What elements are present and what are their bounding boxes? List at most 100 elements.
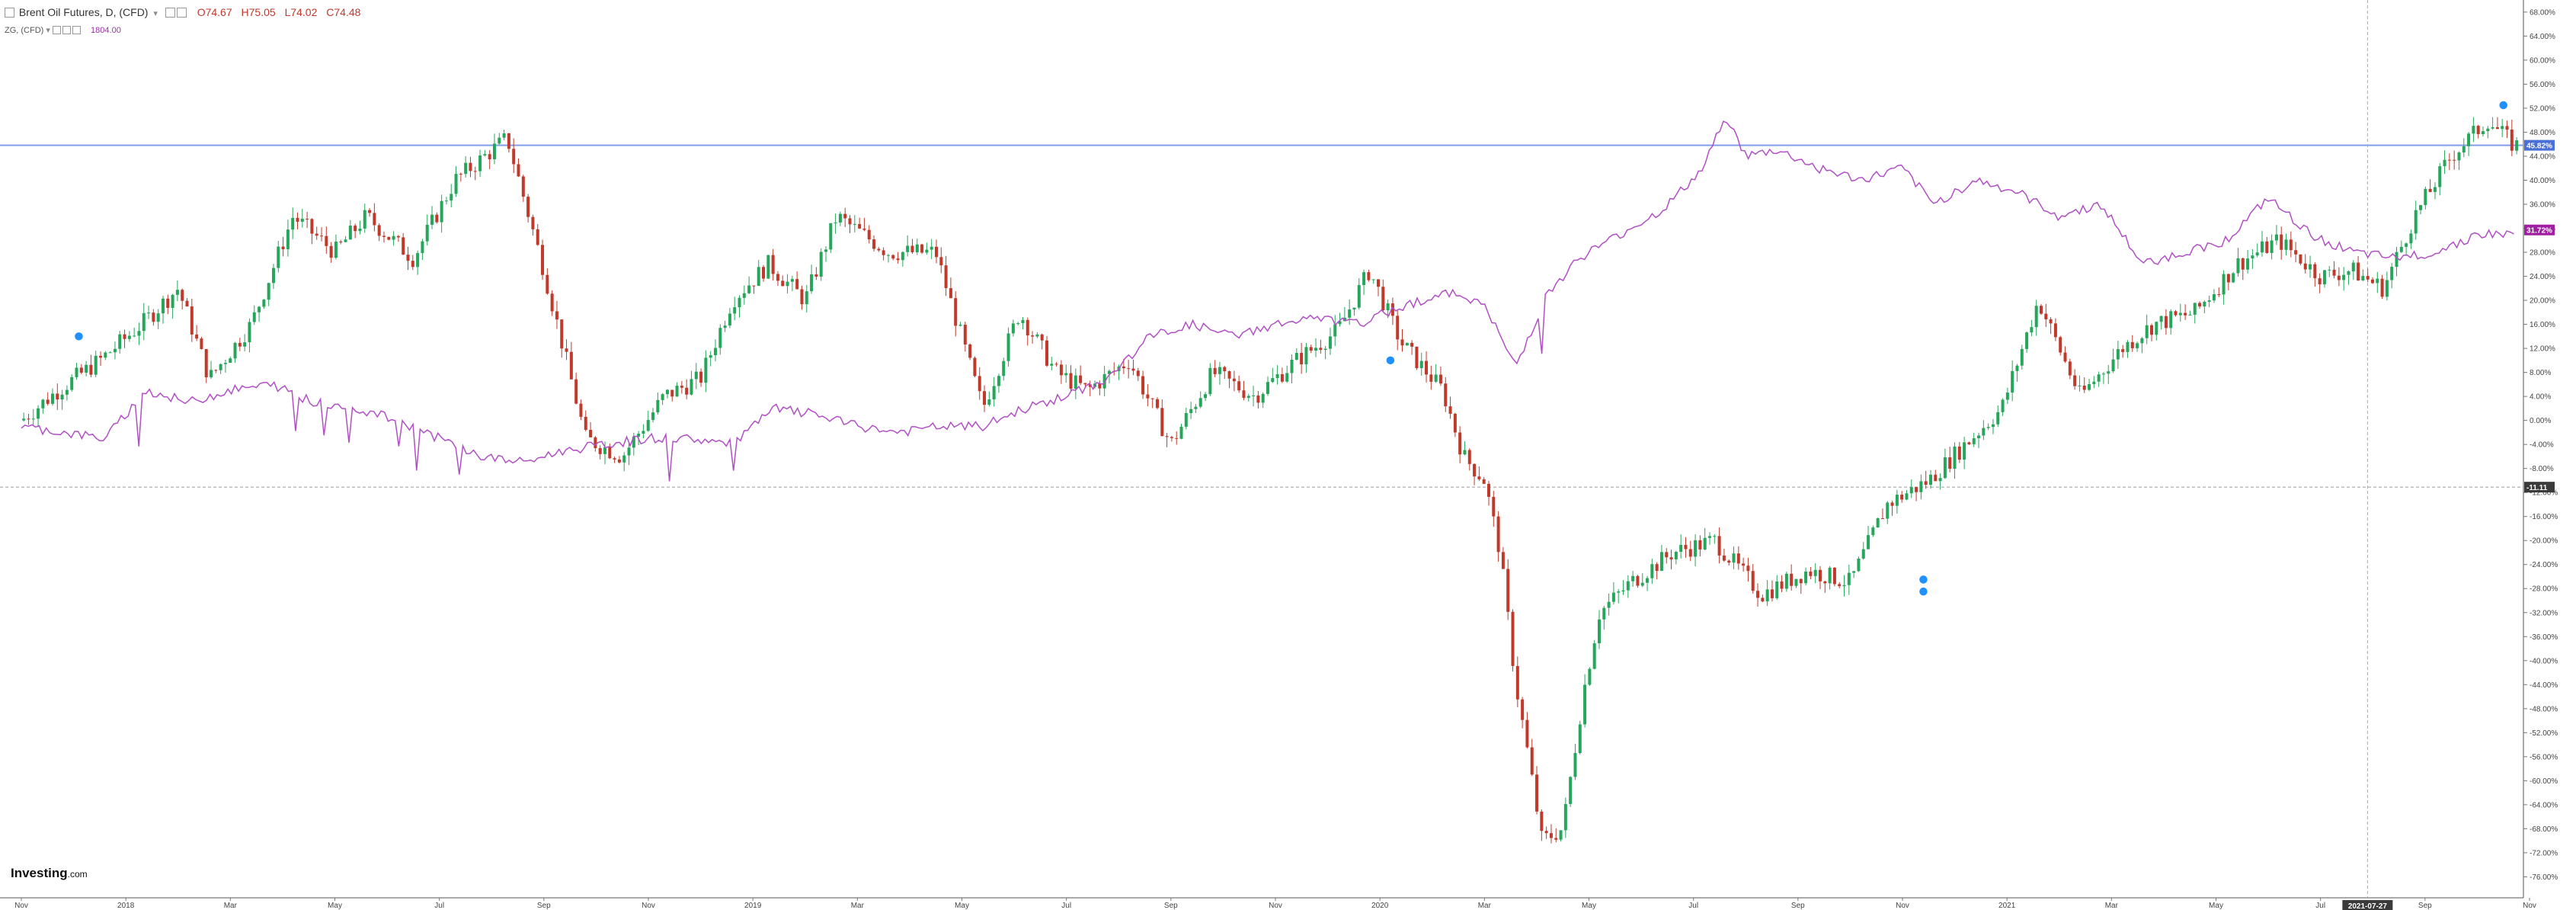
candle-body	[651, 412, 655, 421]
candle	[2226, 274, 2230, 290]
candle	[2399, 240, 2403, 254]
candle	[1525, 712, 1529, 749]
candle	[656, 393, 660, 415]
candle-body	[901, 252, 904, 261]
candle-body	[1271, 378, 1275, 383]
candle	[1996, 405, 2000, 428]
candle-body	[1794, 578, 1798, 586]
collapse-icon[interactable]	[5, 7, 14, 18]
candle	[800, 285, 804, 310]
candle	[1333, 315, 1337, 347]
candle-body	[444, 200, 448, 202]
dropdown-icon[interactable]: ▾	[153, 9, 158, 18]
candle	[2457, 151, 2461, 170]
settings-icon[interactable]	[165, 7, 175, 18]
candle	[1189, 402, 1193, 419]
candle-body	[392, 236, 395, 240]
candle	[2280, 226, 2283, 260]
event-marker-icon[interactable]	[1385, 355, 1396, 366]
candle	[2303, 254, 2307, 274]
candle	[1828, 566, 1832, 590]
candle	[2409, 229, 2413, 249]
candle	[200, 336, 203, 350]
candle-body	[699, 371, 703, 383]
candle	[2034, 300, 2038, 336]
candle-body	[565, 348, 568, 352]
candle	[2178, 303, 2182, 322]
candle-body	[2145, 325, 2149, 338]
candle-body	[718, 328, 722, 348]
candle	[416, 250, 420, 275]
candle-body	[1232, 378, 1236, 382]
candle-body	[1021, 319, 1025, 323]
event-marker-icon[interactable]	[1918, 574, 1929, 585]
candle	[983, 385, 987, 412]
candle-body	[1463, 450, 1467, 455]
candle	[589, 421, 593, 438]
candle	[1986, 423, 1990, 431]
candle-body	[858, 223, 862, 229]
candle	[450, 184, 453, 208]
candle	[1736, 546, 1740, 570]
candle	[512, 138, 516, 173]
y-tick-label: 48.00%	[2530, 129, 2555, 137]
candle-body	[872, 239, 876, 249]
candle	[2044, 303, 2048, 327]
candle-body	[594, 437, 597, 448]
candle	[1549, 824, 1553, 844]
y-tick-label: -8.00%	[2530, 465, 2554, 473]
y-tick-label: 8.00%	[2530, 369, 2551, 377]
candle	[2491, 117, 2494, 130]
candle-body	[1694, 540, 1698, 557]
candle	[810, 264, 814, 294]
candle-body	[2184, 312, 2187, 316]
candle	[248, 318, 251, 353]
candle	[1463, 441, 1467, 456]
x-tick-label: May	[328, 902, 342, 910]
candle	[738, 295, 741, 318]
candle	[1900, 491, 1904, 503]
symbol-name[interactable]: Brent Oil Futures, D, (CFD)	[18, 6, 149, 18]
candle	[315, 226, 318, 240]
candle	[555, 300, 558, 329]
comparison-header: ZG, (CFD) ▾ 1804.00	[5, 25, 121, 35]
candle	[790, 275, 794, 292]
candle-body	[2501, 126, 2504, 130]
event-marker-icon[interactable]	[1918, 586, 1929, 597]
close-icon[interactable]	[72, 25, 81, 34]
dropdown-icon[interactable]: ▾	[46, 26, 50, 35]
event-marker-icon[interactable]	[2498, 100, 2509, 111]
candle-body	[2092, 381, 2096, 385]
candle	[2059, 335, 2062, 356]
candle-body	[814, 274, 818, 277]
candle-body	[526, 197, 530, 217]
candle-body	[627, 447, 631, 456]
candle-body	[1650, 564, 1654, 578]
candle-body	[315, 233, 318, 236]
eye-icon[interactable]	[52, 25, 61, 34]
candle	[2188, 310, 2192, 316]
candle-body	[498, 137, 501, 144]
candle-body	[1501, 552, 1505, 569]
settings-icon[interactable]	[62, 25, 71, 34]
comparison-symbol[interactable]: ZG, (CFD)	[5, 26, 44, 35]
y-tick-label: -24.00%	[2530, 561, 2558, 569]
candle	[1179, 423, 1183, 440]
candle	[853, 215, 856, 232]
candle	[2309, 255, 2312, 278]
candle	[2328, 265, 2331, 277]
candle	[1458, 426, 1462, 463]
candle	[1473, 463, 1477, 485]
candle	[2351, 260, 2355, 280]
candle-body	[781, 280, 785, 287]
candle-body	[104, 352, 107, 358]
event-marker-icon[interactable]	[73, 331, 85, 342]
candle	[1429, 365, 1433, 390]
candle	[133, 327, 136, 338]
candle-body	[1722, 555, 1726, 561]
candle-body	[1573, 753, 1577, 777]
close-icon[interactable]	[176, 7, 187, 18]
candle-body	[325, 236, 328, 246]
candle	[2236, 248, 2240, 277]
